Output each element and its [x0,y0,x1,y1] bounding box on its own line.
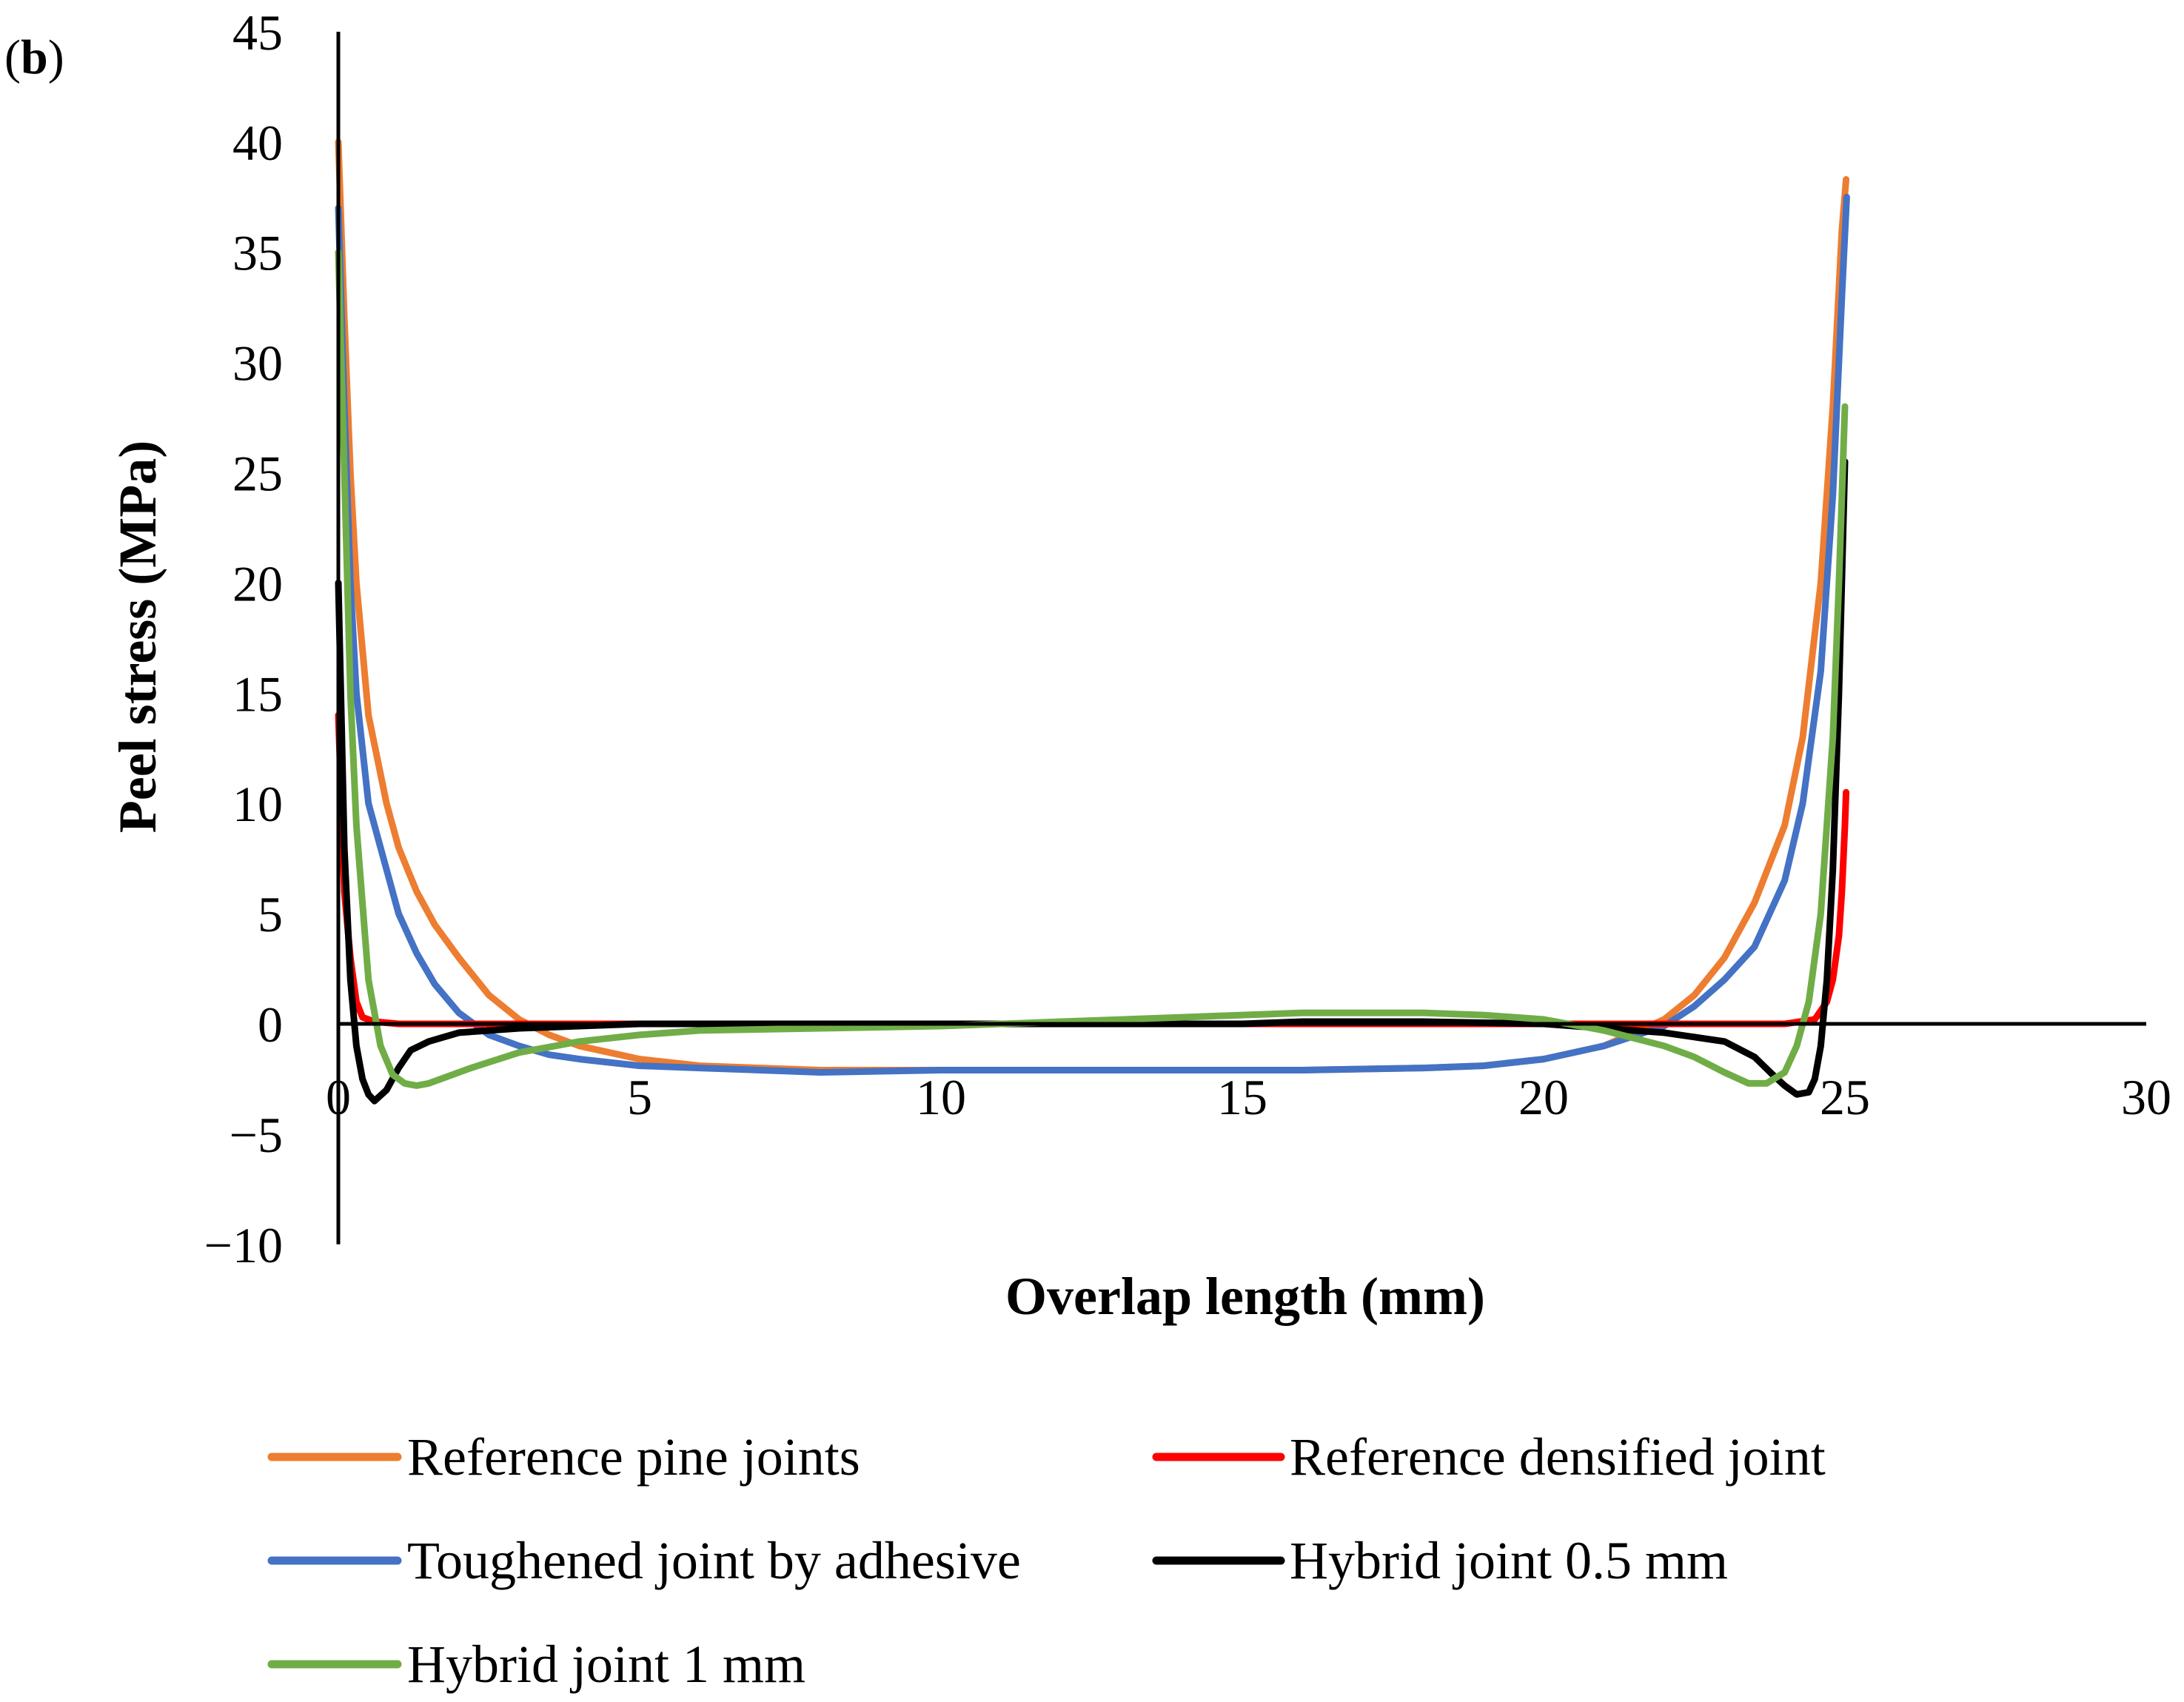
legend-item-reference-pine-joints: Reference pine joints [267,1427,860,1487]
x-axis-title: Overlap length (mm) [1005,1267,1485,1326]
x-tick-label: 5 [627,1069,652,1125]
y-tick-label: 30 [232,335,283,392]
legend-label: Hybrid joint 1 mm [407,1635,805,1694]
panel-label-suffix: ) [48,30,64,84]
legend-label: Toughened joint by adhesive [407,1531,1021,1590]
plot-area [335,138,1850,1105]
legend-label: Reference densified joint [1290,1427,1826,1487]
panel-label-prefix: ( [4,30,21,84]
x-tick-label: 30 [2121,1069,2171,1125]
x-tick-labels: 0 5 10 15 20 25 30 [326,1069,2171,1125]
series-line-toughened-joint-by-adhesive [335,193,1850,1076]
y-tick-label: 25 [232,446,283,502]
x-tick-label: 0 [326,1069,351,1125]
legend-label: Hybrid joint 0.5 mm [1290,1531,1728,1590]
legend: Reference pine joints Reference densified… [267,1427,1826,1694]
x-tick-label: 15 [1217,1069,1267,1125]
y-tick-label: 5 [258,886,283,942]
x-tick-label: 10 [916,1069,966,1125]
y-tick-label: 40 [232,115,283,171]
series-line-reference-densified-joint [335,711,1850,1028]
y-axis-title: Peel stress (MPa) [108,440,167,833]
y-tick-label: −10 [204,1217,283,1273]
series-line-hybrid-joint-1-mm [335,249,1849,1089]
panel-label: (b) [4,30,64,84]
y-tick-label: −5 [230,1107,283,1163]
y-tick-label: 35 [232,225,283,281]
y-tick-label: 20 [232,555,283,612]
legend-label: Reference pine joints [407,1427,860,1487]
y-tick-label: 10 [232,776,283,832]
legend-item-hybrid-joint-0-5-mm: Hybrid joint 0.5 mm [1152,1531,1728,1590]
y-tick-label: 45 [232,4,283,61]
legend-item-toughened-joint-by-adhesive: Toughened joint by adhesive [267,1531,1021,1590]
y-tick-labels: −10 −5 0 5 10 15 20 25 30 35 40 45 [204,4,283,1273]
legend-item-reference-densified-joint: Reference densified joint [1152,1427,1826,1487]
series-line-hybrid-joint-0-5-mm [335,458,1849,1105]
series-line-reference-pine-joints [335,138,1850,1073]
y-tick-label: 15 [232,666,283,722]
x-tick-label: 20 [1518,1069,1569,1125]
panel-label-letter: b [21,30,48,84]
legend-item-hybrid-joint-1-mm: Hybrid joint 1 mm [267,1635,805,1694]
x-tick-label: 25 [1820,1069,1870,1125]
y-tick-label: 0 [258,996,283,1053]
